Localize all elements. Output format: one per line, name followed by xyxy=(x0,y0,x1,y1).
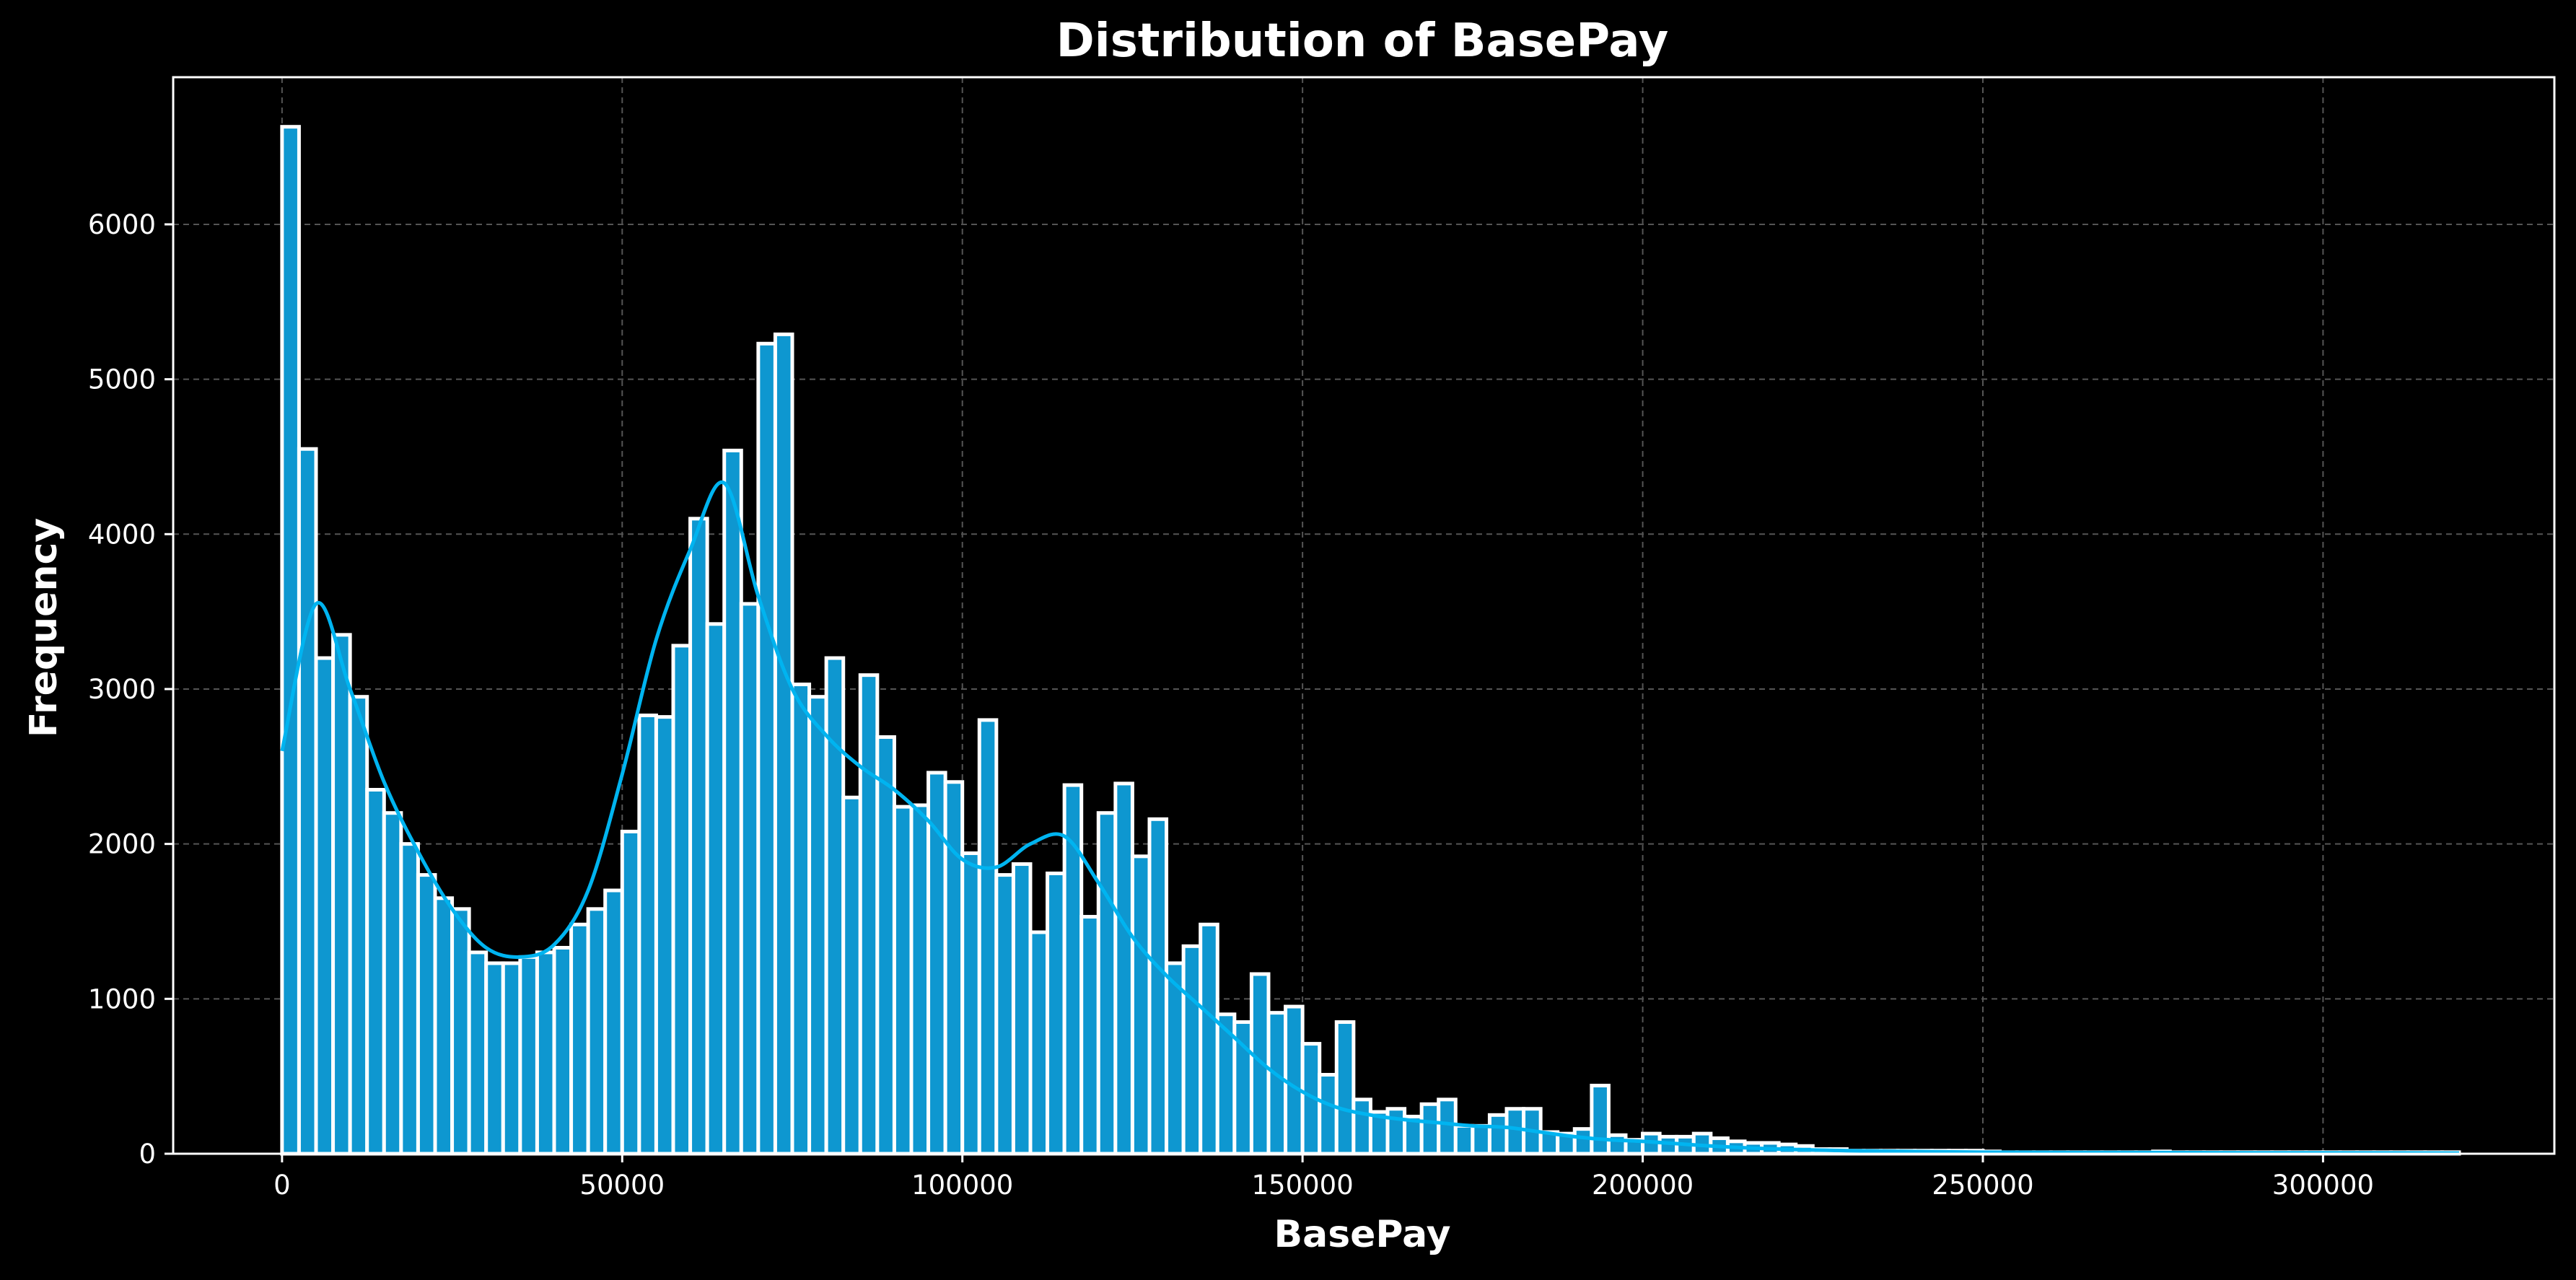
x-tick-label: 100000 xyxy=(911,1170,1013,1201)
histogram-bar xyxy=(331,633,352,1156)
histogram-bar xyxy=(416,873,437,1156)
histogram-bar xyxy=(858,673,880,1156)
x-tick-label: 200000 xyxy=(1592,1170,1694,1201)
histogram-bar xyxy=(994,873,1015,1156)
histogram-bar xyxy=(433,896,455,1156)
histogram-bar xyxy=(739,602,761,1156)
histogram-bar xyxy=(1046,871,1066,1156)
histogram-bar xyxy=(297,447,318,1156)
x-tick-label: 250000 xyxy=(1932,1170,2033,1201)
y-axis-ticks: 0 1000 2000 3000 4000 5000 6000 xyxy=(88,209,173,1170)
histogram-bar xyxy=(586,907,608,1156)
histogram-bar xyxy=(1147,817,1169,1156)
histogram-bar xyxy=(450,907,471,1156)
histogram-bar xyxy=(1096,811,1118,1156)
histogram-bar xyxy=(1487,1113,1509,1156)
y-tick-label: 2000 xyxy=(88,829,156,860)
histogram-bar xyxy=(1471,1123,1491,1156)
y-axis-title: Frequency xyxy=(22,518,66,737)
histogram-bar xyxy=(841,795,862,1156)
y-tick-label: 0 xyxy=(139,1139,156,1170)
histogram-bar xyxy=(1199,922,1219,1156)
histogram-bar xyxy=(620,829,641,1156)
y-tick-label: 4000 xyxy=(88,519,156,550)
histogram-bar xyxy=(365,788,386,1156)
kde-curve-group xyxy=(280,480,2460,1155)
histogram-bar xyxy=(1385,1107,1407,1156)
histogram-bar xyxy=(960,851,981,1156)
x-tick-label: 150000 xyxy=(1252,1170,1354,1201)
histogram-bar xyxy=(1028,930,1050,1156)
histogram-bar xyxy=(722,448,743,1156)
y-tick-label: 5000 xyxy=(88,364,156,395)
histogram-bar xyxy=(399,842,420,1156)
histogram-bar xyxy=(1284,1004,1305,1156)
histogram-bar xyxy=(1318,1073,1339,1156)
histogram-bar xyxy=(382,811,403,1156)
histogram-bar xyxy=(1504,1107,1526,1156)
chart-title: Distribution of BasePay xyxy=(1056,14,1669,68)
histogram-bar xyxy=(637,713,658,1156)
histogram-bar xyxy=(1130,854,1152,1156)
plot-frame xyxy=(172,76,2556,1155)
histogram-bar xyxy=(1011,862,1033,1156)
histogram-bar xyxy=(1453,1123,1475,1156)
histogram-bar xyxy=(280,125,301,1156)
histogram-bar xyxy=(875,735,896,1156)
histogram-bar xyxy=(314,656,336,1156)
histogram-bar xyxy=(1590,1084,1611,1156)
histogram-bar xyxy=(671,644,693,1156)
histogram-bar xyxy=(1079,915,1100,1156)
y-tick-label: 3000 xyxy=(88,674,156,705)
histogram-bar xyxy=(1249,972,1271,1156)
histogram-bar xyxy=(1437,1097,1458,1156)
histogram-bar xyxy=(348,695,369,1156)
histogram-bar xyxy=(756,341,777,1156)
histogram-bar xyxy=(535,950,556,1156)
histogram-bar xyxy=(1572,1127,1594,1156)
histogram-bar xyxy=(807,695,828,1156)
histogram-bar xyxy=(1165,961,1186,1156)
histogram-bar xyxy=(518,955,539,1156)
histogram-bar xyxy=(1113,781,1134,1156)
histogram-bar xyxy=(892,805,914,1156)
x-axis-ticks: 0 50000 100000 150000 200000 250000 300000 xyxy=(273,1154,2374,1201)
histogram-bar xyxy=(1181,944,1203,1156)
x-axis-title: BasePay xyxy=(1274,1213,1450,1256)
histogram-bar xyxy=(1334,1020,1356,1156)
histogram-bar xyxy=(977,718,999,1156)
histogram-bar xyxy=(552,945,574,1156)
histogram-bar xyxy=(1606,1133,1628,1156)
histogram-bar xyxy=(705,622,727,1156)
histogram-bar xyxy=(484,961,505,1156)
histogram-bar xyxy=(501,961,522,1156)
y-tick-label: 6000 xyxy=(88,209,156,240)
histogram-bar xyxy=(467,950,489,1156)
histogram-bar xyxy=(773,332,794,1156)
x-tick-label: 50000 xyxy=(579,1170,665,1201)
histogram-bar xyxy=(603,888,624,1156)
histogram-bar xyxy=(654,715,675,1156)
kde-curve xyxy=(280,480,2460,1155)
histogram-bar xyxy=(790,683,812,1156)
histogram-bar xyxy=(1351,1097,1372,1156)
histogram-bar xyxy=(909,803,931,1156)
histogram-bar xyxy=(1062,783,1084,1156)
histogram-bar xyxy=(1266,1011,1288,1156)
x-tick-label: 0 xyxy=(273,1170,291,1201)
y-tick-label: 1000 xyxy=(88,983,156,1014)
histogram-bar xyxy=(943,780,965,1156)
histogram-bar xyxy=(824,656,846,1156)
histogram-bar xyxy=(569,922,590,1156)
histogram-bar xyxy=(688,517,709,1156)
x-tick-label: 300000 xyxy=(2272,1170,2374,1201)
histogram-bar xyxy=(1419,1102,1441,1156)
